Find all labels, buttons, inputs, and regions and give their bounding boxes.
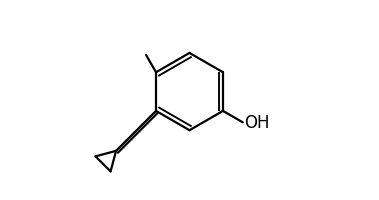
Text: OH: OH xyxy=(244,114,270,132)
